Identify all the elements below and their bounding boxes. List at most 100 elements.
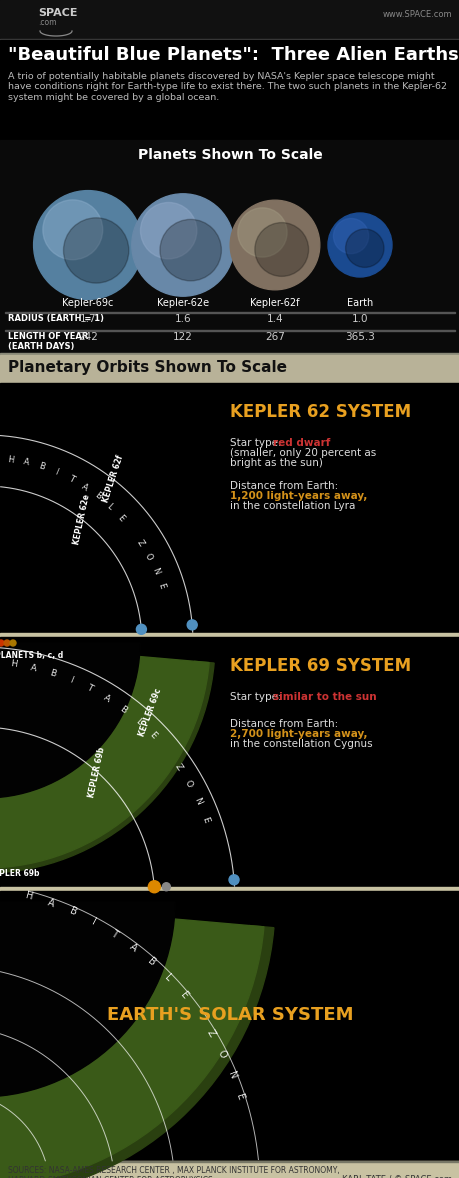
Text: 267: 267 [264,332,284,342]
Text: L: L [162,973,174,984]
Text: Kepler-62f: Kepler-62f [250,298,299,307]
Text: A: A [80,482,90,492]
Text: similar to the sun: similar to the sun [272,691,376,702]
Text: B: B [118,704,128,715]
Bar [0,891,459,1162]
Text: B: B [48,668,56,679]
Circle shape [327,213,391,277]
Bar [0,887,459,891]
Text: A: A [101,693,112,703]
Text: B: B [145,955,157,968]
Bar [0,633,459,637]
Text: KEPLER 69c: KEPLER 69c [137,687,163,737]
Text: RADIUS (EARTH = 1): RADIUS (EARTH = 1) [8,315,104,323]
Text: www.SPACE.com: www.SPACE.com [381,9,451,19]
Circle shape [229,875,239,885]
Text: A: A [46,898,56,909]
Circle shape [160,219,221,280]
Bar [0,383,459,633]
Text: KEPLER 62 SYSTEM: KEPLER 62 SYSTEM [230,403,410,421]
Text: Star type:: Star type: [230,438,284,448]
Text: 1.6: 1.6 [174,315,191,324]
Text: 242: 242 [78,332,98,342]
Text: H: H [10,660,17,669]
Text: O: O [143,551,154,562]
Circle shape [4,640,10,646]
Text: A: A [22,458,30,468]
Wedge shape [0,661,213,873]
Text: I: I [68,675,74,684]
Text: KEPLER 62f: KEPLER 62f [101,455,125,504]
Text: in the constellation Cygnus: in the constellation Cygnus [230,739,372,749]
Circle shape [345,229,383,267]
Bar [0,39,459,40]
Text: KEPLER 69b: KEPLER 69b [0,868,39,878]
Text: "Beautiful Blue Planets":  Three Alien Earths: "Beautiful Blue Planets": Three Alien Ea… [8,46,458,64]
Circle shape [63,218,129,283]
Text: 365.3: 365.3 [344,332,374,342]
Text: Planetary Orbits Shown To Scale: Planetary Orbits Shown To Scale [8,360,286,375]
Circle shape [148,881,160,893]
Text: B: B [67,906,78,918]
Bar [0,355,459,383]
Text: bright as the sun): bright as the sun) [230,458,322,468]
Circle shape [162,882,170,891]
Text: E: E [116,512,126,523]
Text: L: L [134,717,143,727]
Text: H: H [7,455,15,464]
Circle shape [10,640,16,646]
Text: .com: .com [38,18,56,27]
Circle shape [254,223,308,277]
Text: O: O [216,1048,228,1059]
Text: KEPLER 69b: KEPLER 69b [87,746,106,798]
Text: 1.4: 1.4 [266,315,283,324]
Text: SOURCES: NASA-AMES RESEARCH CENTER , MAX PLANCK INSTITUTE FOR ASTRONOMY,
HARVARD: SOURCES: NASA-AMES RESEARCH CENTER , MAX… [8,1166,339,1178]
Circle shape [237,207,286,257]
Text: N: N [225,1070,237,1080]
Text: N: N [192,796,203,807]
Text: Star type:: Star type: [230,691,284,702]
Text: A trio of potentially habitable planets discovered by NASA's Kepler space telesc: A trio of potentially habitable planets … [8,72,446,101]
Text: N: N [150,567,161,576]
Bar [0,637,459,887]
Text: PLANETS b, c, d: PLANETS b, c, d [0,651,63,660]
Circle shape [333,218,368,253]
Circle shape [230,200,319,290]
Wedge shape [0,656,209,868]
Text: Distance from Earth:: Distance from Earth: [230,719,341,729]
Wedge shape [0,643,140,798]
Circle shape [187,620,197,630]
Text: LENGTH OF YEAR
(EARTH DAYS): LENGTH OF YEAR (EARTH DAYS) [8,332,88,351]
Circle shape [140,203,196,259]
Text: H: H [24,891,34,902]
Text: T: T [67,474,75,484]
Text: KEPLER 69 SYSTEM: KEPLER 69 SYSTEM [230,657,410,675]
Text: T: T [109,928,119,940]
Circle shape [0,640,4,646]
Text: Distance from Earth:: Distance from Earth: [230,481,341,491]
Text: E: E [148,730,158,741]
Text: B: B [38,462,46,472]
Text: B: B [92,491,102,502]
Text: (smaller, only 20 percent as: (smaller, only 20 percent as [230,448,375,458]
Text: L: L [105,502,114,511]
Text: E: E [178,990,189,1001]
Bar [0,1162,459,1178]
Circle shape [43,200,102,259]
Text: Kepler-69c: Kepler-69c [62,298,113,307]
Bar [0,40,459,140]
Text: Earth: Earth [346,298,372,307]
Text: 1.0: 1.0 [351,315,368,324]
Text: red dwarf: red dwarf [272,438,330,448]
Text: I: I [54,468,59,477]
Text: KEPLER 62e: KEPLER 62e [72,494,91,545]
Circle shape [136,624,146,634]
Text: in the constellation Lyra: in the constellation Lyra [230,501,355,511]
Text: Z: Z [205,1027,217,1039]
Wedge shape [0,902,174,1097]
Text: Kepler-62e: Kepler-62e [157,298,208,307]
Text: 1.7: 1.7 [79,315,96,324]
Text: 1,200 light-years away,: 1,200 light-years away, [230,491,367,501]
Text: 122: 122 [173,332,192,342]
Circle shape [34,191,142,299]
